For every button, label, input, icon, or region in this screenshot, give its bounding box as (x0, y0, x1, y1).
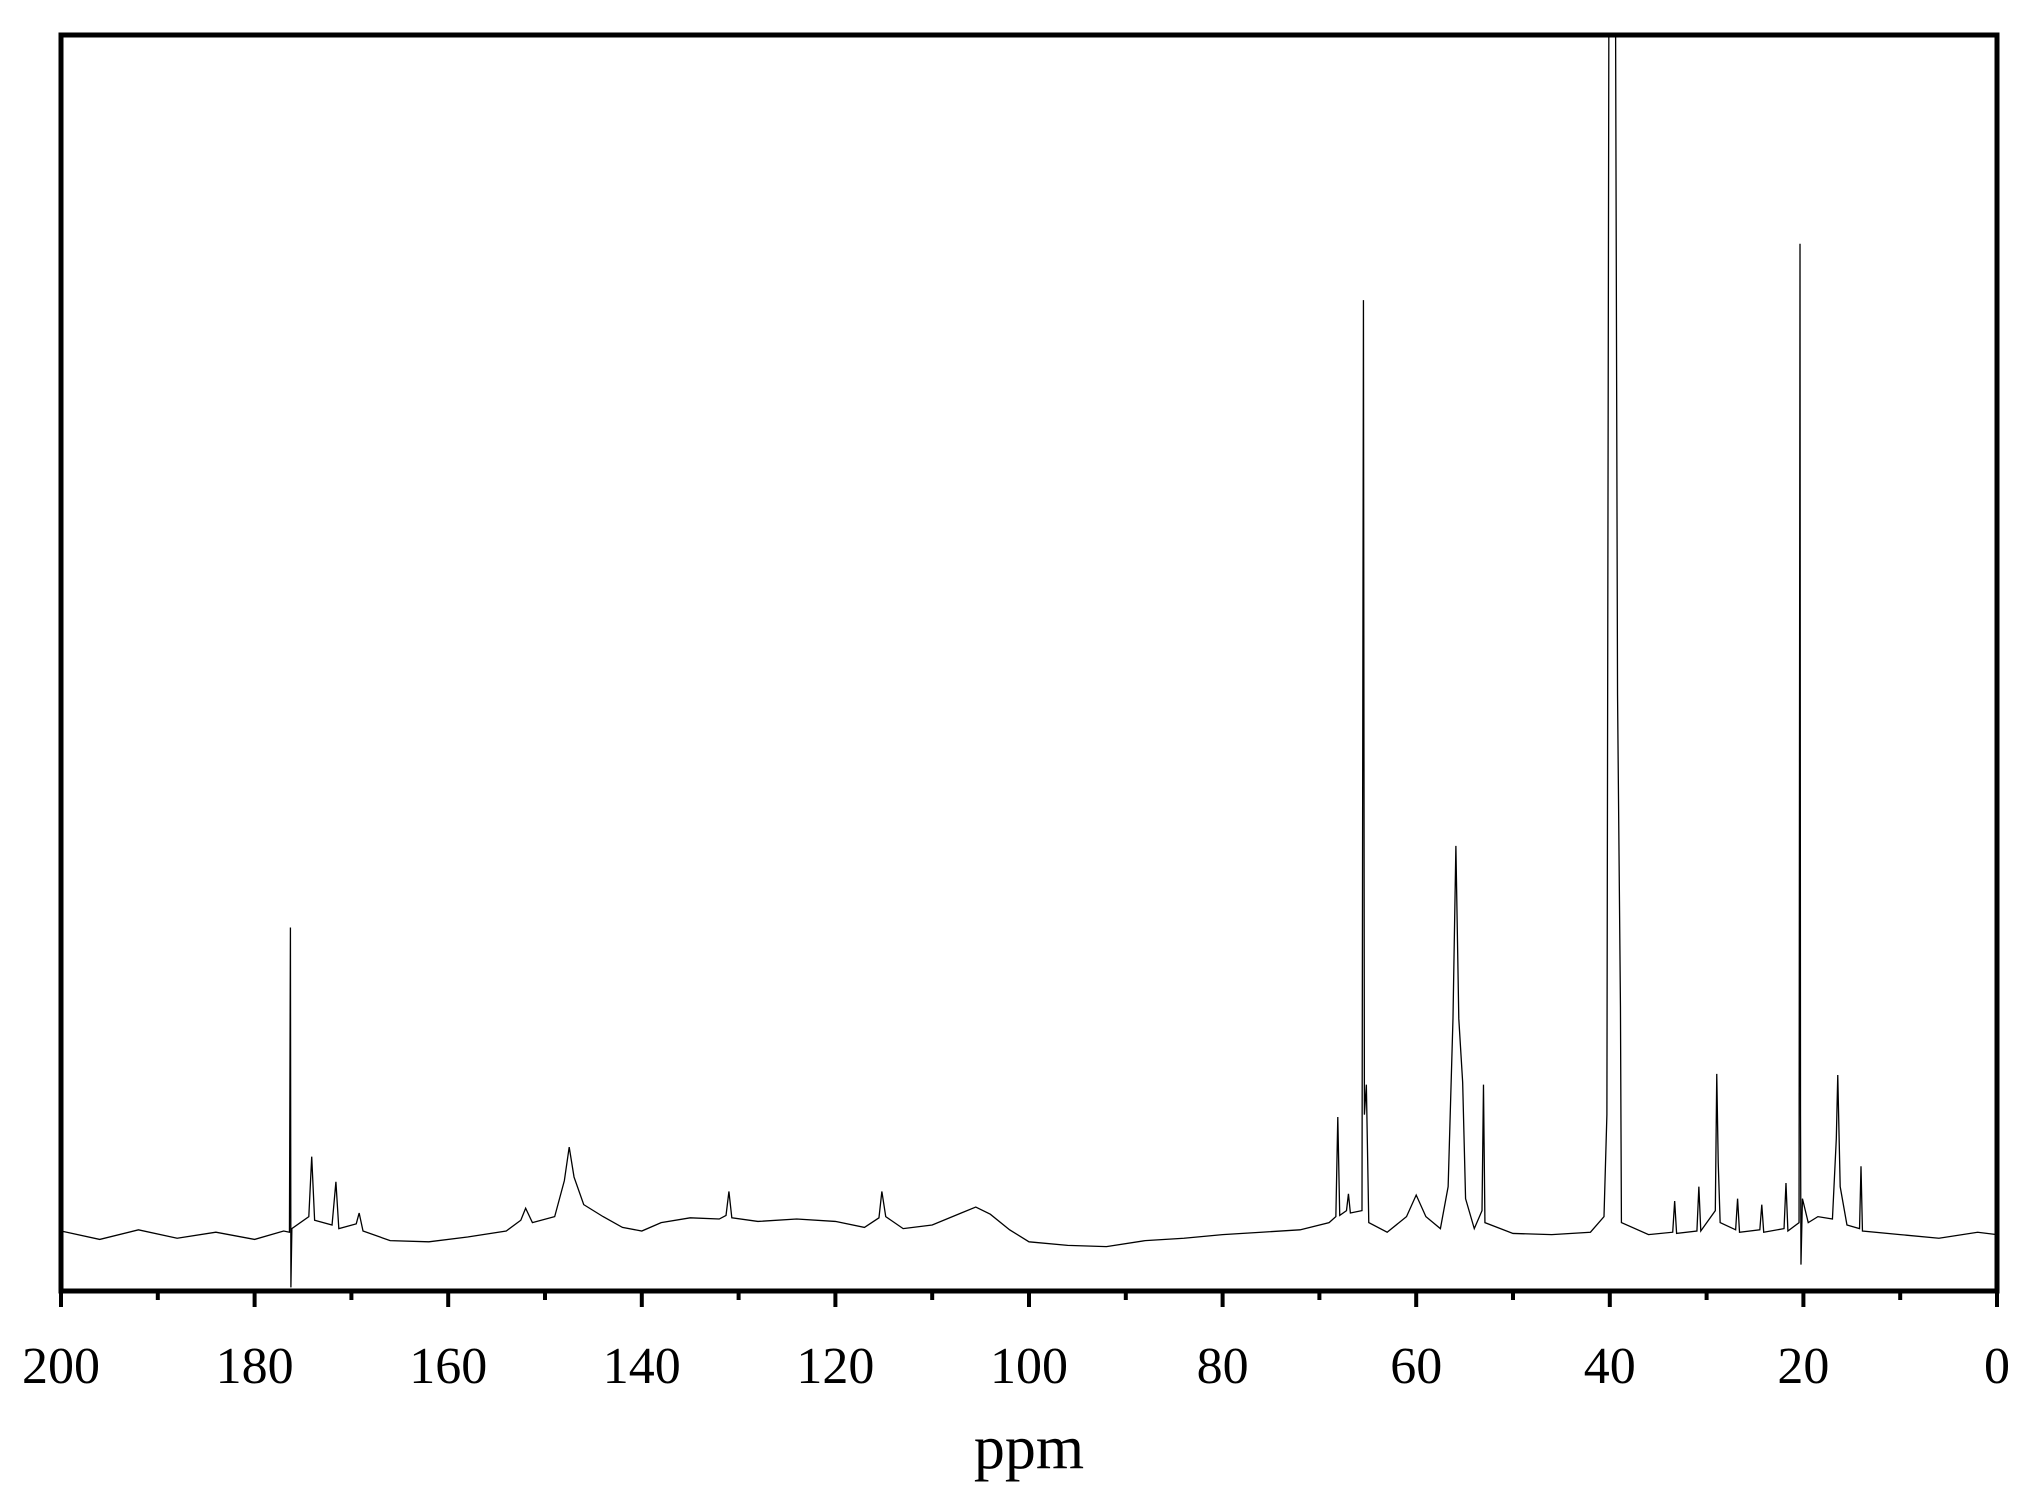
x-tick-label: 140 (603, 1338, 681, 1395)
x-tick-label: 100 (990, 1338, 1068, 1395)
x-tick-label: 40 (1584, 1338, 1636, 1395)
spectrum-line (61, 35, 1997, 1288)
x-tick-label: 160 (409, 1338, 487, 1395)
x-tick-label: 60 (1390, 1338, 1442, 1395)
x-tick-label: 180 (216, 1338, 294, 1395)
x-tick-label: 20 (1777, 1338, 1829, 1395)
x-tick-label: 80 (1197, 1338, 1249, 1395)
x-tick-label: 200 (22, 1338, 100, 1395)
plot-frame (58, 32, 2000, 1294)
x-tick-label: 0 (1984, 1338, 2010, 1395)
x-tick-label: 120 (796, 1338, 874, 1395)
x-axis-label: ppm (974, 1414, 1084, 1482)
